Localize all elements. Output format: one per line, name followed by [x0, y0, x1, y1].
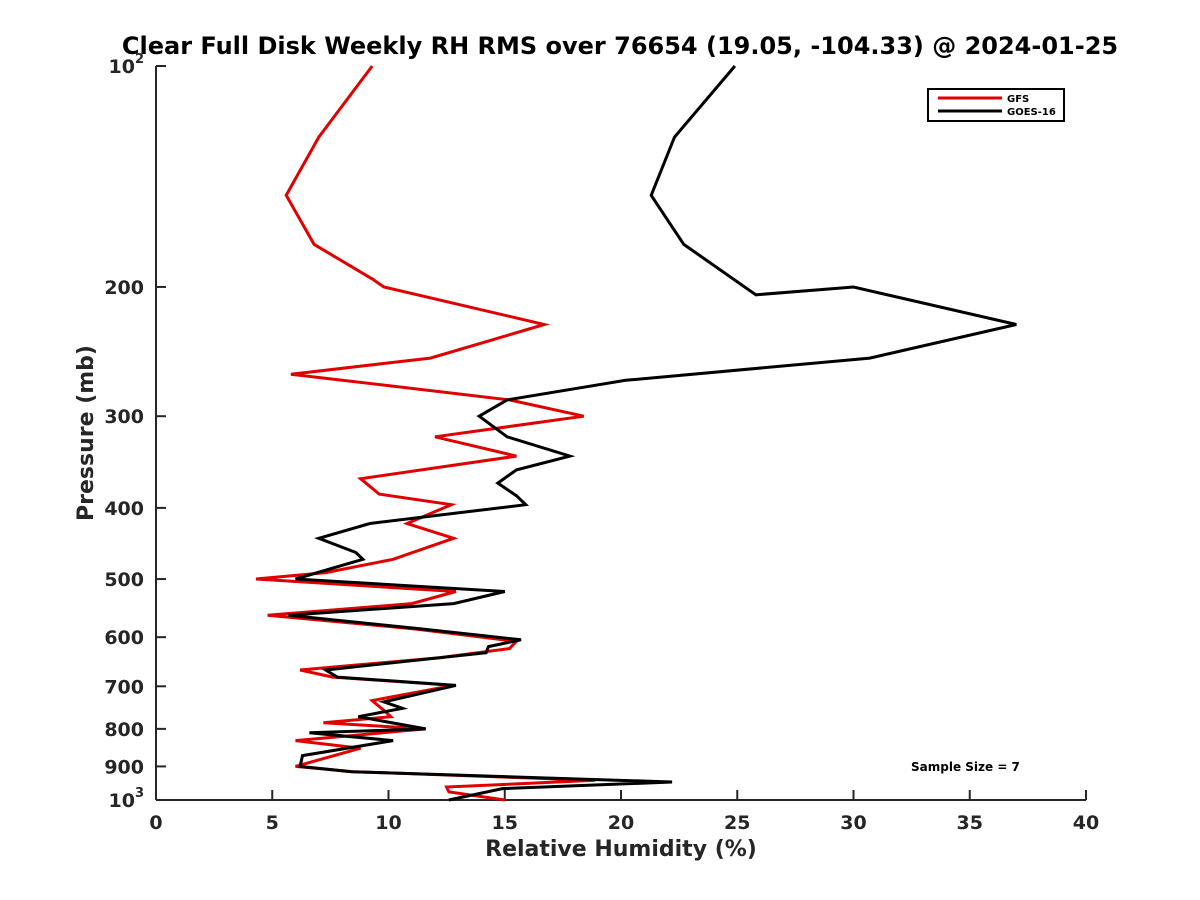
y-tick-label: 300 [104, 406, 144, 428]
x-tick-label: 0 [149, 812, 162, 834]
x-axis-ticks: 0 5 10 15 20 25 30 35 40 [149, 790, 1099, 834]
y-tick-label: 200 [104, 277, 144, 299]
y-tick-label: 500 [104, 569, 144, 591]
x-tick-label: 35 [957, 812, 983, 834]
legend-label: GOES-16 [1007, 107, 1056, 118]
y-tick-label: 700 [104, 676, 144, 698]
x-tick-label: 40 [1073, 812, 1099, 834]
series-group [255, 65, 1017, 802]
y-tick-label: 400 [104, 498, 144, 520]
chart-title: Clear Full Disk Weekly RH RMS over 76654… [122, 32, 1118, 60]
x-axis-label: Relative Humidity (%) [485, 837, 757, 862]
series-line-goes-16 [288, 65, 1017, 802]
y-tick-label-exponent: 3 [135, 786, 144, 801]
legend-label: GFS [1007, 94, 1029, 105]
series-line-gfs [255, 65, 596, 802]
legend-box [927, 88, 1065, 122]
y-axis-label: Pressure (mb) [74, 345, 99, 521]
sample-size-annotation: Sample Size = 7 [911, 760, 1020, 774]
legend: GFS GOES-16 [927, 88, 1065, 122]
x-tick-label: 20 [608, 812, 634, 834]
x-tick-label: 15 [492, 812, 518, 834]
x-tick-label: 5 [266, 812, 279, 834]
x-tick-label: 10 [375, 812, 401, 834]
y-tick-label-base: 10 [109, 56, 135, 78]
y-tick-label: 800 [104, 719, 144, 741]
x-tick-label: 25 [724, 812, 750, 834]
plot-area [156, 66, 1086, 800]
y-tick-label: 900 [104, 756, 144, 778]
y-tick-label: 103 [109, 786, 145, 812]
y-tick-label: 600 [104, 627, 144, 649]
x-tick-label: 30 [840, 812, 866, 834]
axes-group [155, 66, 1086, 801]
y-tick-label-base: 10 [109, 790, 135, 812]
y-tick-label-exponent: 2 [135, 52, 144, 67]
y-tick-label: 102 [109, 52, 145, 78]
